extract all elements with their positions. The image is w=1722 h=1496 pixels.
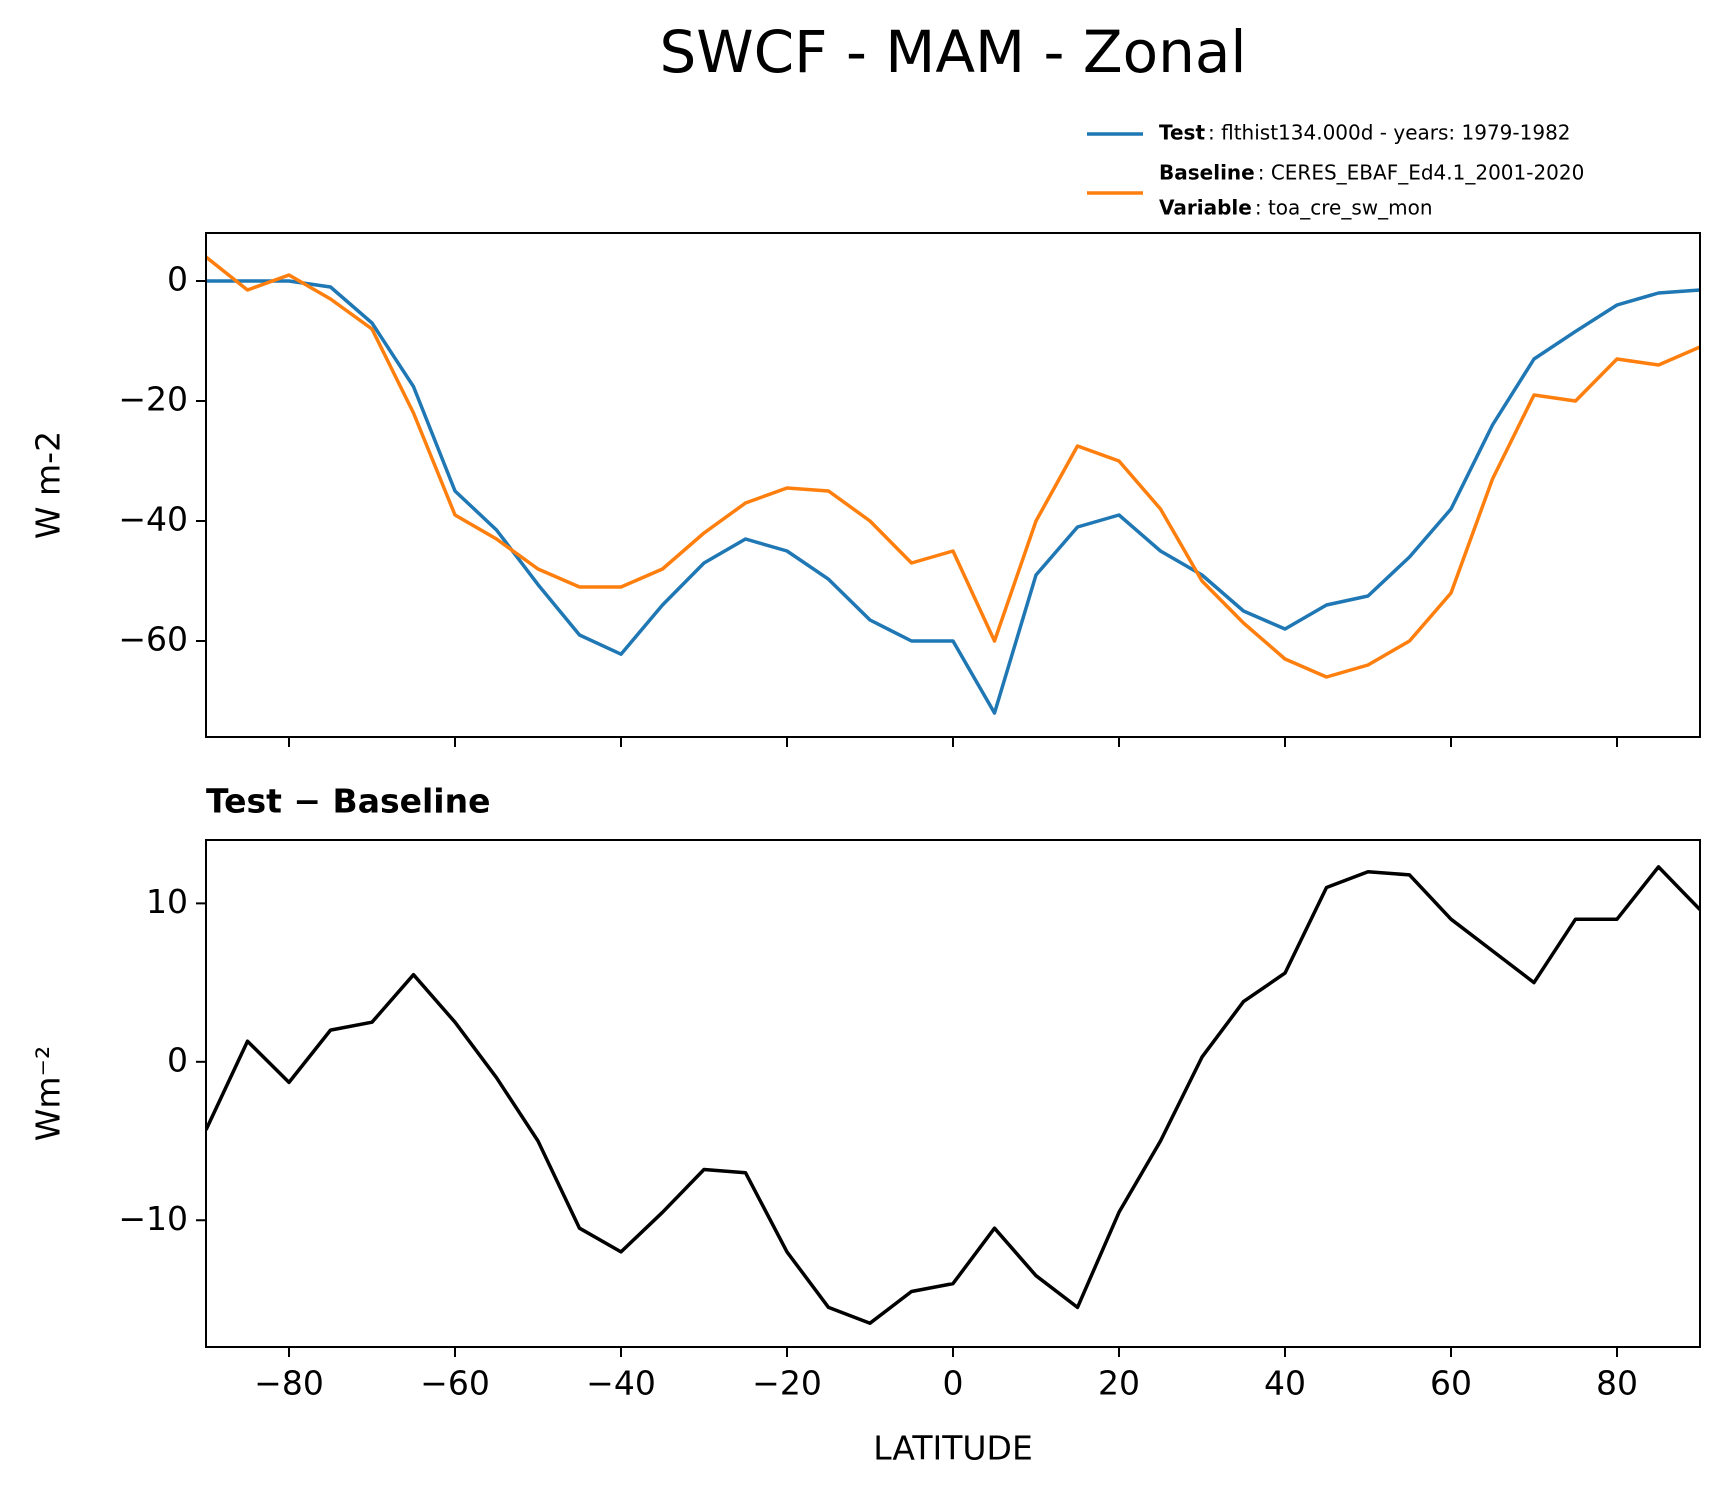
x-tick-label: 60 bbox=[1430, 1364, 1472, 1403]
y-tick-label: −20 bbox=[118, 380, 188, 419]
data-line bbox=[206, 279, 1700, 715]
y-axis-label: Wm⁻² bbox=[29, 1046, 68, 1141]
data-line bbox=[206, 255, 1700, 679]
x-tick-label: −60 bbox=[420, 1364, 490, 1403]
x-tick-label: −80 bbox=[254, 1364, 324, 1403]
y-tick-label: −60 bbox=[118, 620, 188, 659]
x-tick-label: −20 bbox=[752, 1364, 822, 1403]
y-tick-label: 10 bbox=[146, 882, 188, 921]
data-line bbox=[206, 865, 1700, 1325]
y-tick-label: 0 bbox=[167, 1040, 188, 1079]
legend-name: Baseline bbox=[1159, 161, 1255, 185]
x-tick-label: −40 bbox=[586, 1364, 656, 1403]
figure-title: SWCF - MAM - Zonal bbox=[659, 18, 1246, 86]
y-tick-label: 0 bbox=[167, 260, 188, 299]
x-tick-label: 20 bbox=[1098, 1364, 1140, 1403]
x-axis-label: LATITUDE bbox=[873, 1429, 1033, 1468]
subplot-title: Test − Baseline bbox=[206, 782, 491, 821]
legend-variable-label: Variable bbox=[1159, 196, 1252, 220]
y-tick-label: −10 bbox=[118, 1199, 188, 1238]
y-tick-label: −40 bbox=[118, 500, 188, 539]
y-axis-label: W m-2 bbox=[29, 431, 68, 539]
legend-description: : CERES_EBAF_Ed4.1_2001-2020 bbox=[1258, 161, 1585, 185]
x-tick-label: 80 bbox=[1596, 1364, 1638, 1403]
legend-description: : flthist134.000d - years: 1979-1982 bbox=[1208, 121, 1571, 145]
x-tick-label: 0 bbox=[943, 1364, 964, 1403]
x-tick-label: 40 bbox=[1264, 1364, 1306, 1403]
legend-name: Test bbox=[1159, 121, 1205, 145]
legend-variable-text: : toa_cre_sw_mon bbox=[1255, 196, 1433, 220]
